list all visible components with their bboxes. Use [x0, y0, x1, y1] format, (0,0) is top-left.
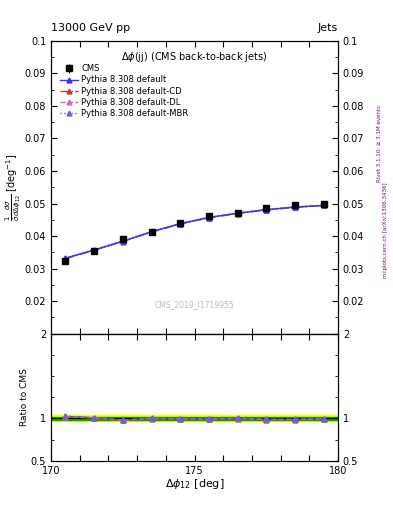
Pythia 8.308 default-MBR [92, 247, 96, 253]
Legend: CMS, Pythia 8.308 default, Pythia 8.308 default-CD, Pythia 8.308 default-DL, Pyt: CMS, Pythia 8.308 default, Pythia 8.308 … [58, 62, 190, 119]
Pythia 8.308 default [321, 202, 326, 208]
Pythia 8.308 default-DL [235, 210, 240, 217]
Text: $\Delta\phi$(jj) (CMS back-to-back jets): $\Delta\phi$(jj) (CMS back-to-back jets) [121, 50, 268, 63]
Pythia 8.308 default-CD [63, 255, 68, 262]
Text: mcplots.cern.ch [arXiv:1306.3436]: mcplots.cern.ch [arXiv:1306.3436] [383, 183, 387, 278]
Pythia 8.308 default-MBR [178, 220, 182, 226]
Pythia 8.308 default-DL [92, 247, 96, 253]
Pythia 8.308 default-MBR [207, 214, 211, 220]
Pythia 8.308 default [178, 221, 182, 227]
Pythia 8.308 default-DL [149, 229, 154, 235]
Pythia 8.308 default-MBR [235, 210, 240, 216]
Pythia 8.308 default-DL [207, 215, 211, 221]
Pythia 8.308 default-MBR [149, 228, 154, 234]
Y-axis label: $\frac{1}{\bar{\sigma}}\frac{d\sigma}{d\Delta\phi_{12}}$ [deg$^{-1}$]: $\frac{1}{\bar{\sigma}}\frac{d\sigma}{d\… [4, 154, 23, 221]
Text: 13000 GeV pp: 13000 GeV pp [51, 23, 130, 33]
Pythia 8.308 default-DL [321, 202, 326, 208]
Pythia 8.308 default-DL [178, 221, 182, 227]
Pythia 8.308 default-CD [264, 207, 268, 213]
Pythia 8.308 default-CD [120, 239, 125, 245]
Pythia 8.308 default [292, 204, 298, 210]
Pythia 8.308 default [235, 210, 240, 217]
Pythia 8.308 default [149, 229, 154, 235]
Line: Pythia 8.308 default: Pythia 8.308 default [63, 203, 326, 261]
Pythia 8.308 default [264, 207, 268, 213]
Pythia 8.308 default [63, 255, 68, 261]
Line: Pythia 8.308 default-DL: Pythia 8.308 default-DL [63, 203, 326, 261]
Pythia 8.308 default-CD [235, 210, 240, 217]
Pythia 8.308 default [92, 247, 96, 253]
Pythia 8.308 default-CD [321, 202, 326, 208]
Pythia 8.308 default-CD [92, 247, 96, 253]
X-axis label: $\Delta\phi_{12}$ [deg]: $\Delta\phi_{12}$ [deg] [165, 477, 224, 491]
Pythia 8.308 default-DL [264, 207, 268, 213]
Text: Rivet 3.1.10; ≥ 3.1M events: Rivet 3.1.10; ≥ 3.1M events [377, 105, 382, 182]
Pythia 8.308 default-DL [63, 255, 68, 262]
Pythia 8.308 default-DL [292, 204, 298, 210]
Line: Pythia 8.308 default-CD: Pythia 8.308 default-CD [63, 203, 326, 261]
Pythia 8.308 default-MBR [63, 255, 68, 261]
Pythia 8.308 default-CD [292, 204, 298, 210]
Pythia 8.308 default-CD [149, 229, 154, 235]
Pythia 8.308 default-MBR [264, 206, 268, 212]
Text: CMS_2019_I1719955: CMS_2019_I1719955 [155, 300, 234, 309]
Pythia 8.308 default-MBR [292, 204, 298, 210]
Pythia 8.308 default-MBR [321, 202, 326, 208]
Y-axis label: Ratio to CMS: Ratio to CMS [20, 368, 29, 426]
Pythia 8.308 default [207, 215, 211, 221]
Pythia 8.308 default-CD [178, 221, 182, 227]
Pythia 8.308 default-CD [207, 215, 211, 221]
Pythia 8.308 default-MBR [120, 238, 125, 244]
Text: Jets: Jets [318, 23, 338, 33]
Pythia 8.308 default [120, 238, 125, 244]
Pythia 8.308 default-DL [120, 238, 125, 244]
Line: Pythia 8.308 default-MBR: Pythia 8.308 default-MBR [63, 203, 326, 260]
